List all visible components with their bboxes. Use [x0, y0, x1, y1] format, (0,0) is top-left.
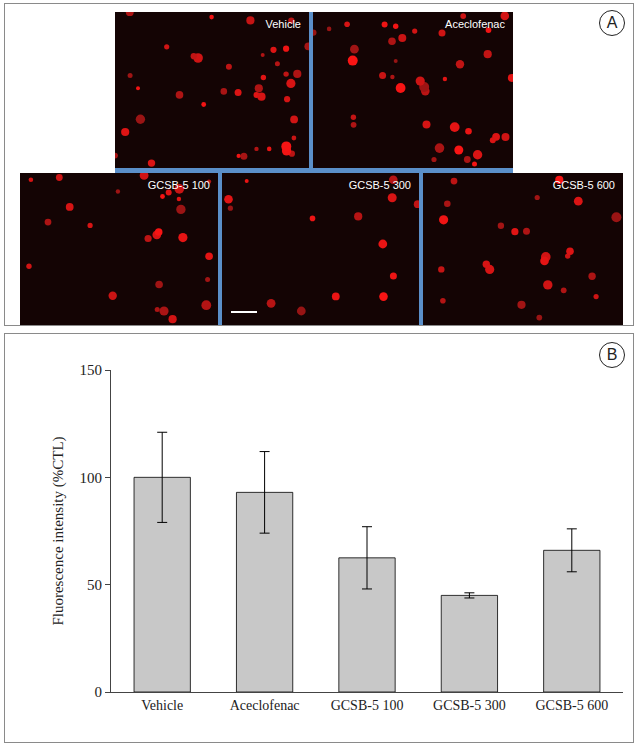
- html-text:GCSB-5 300: GCSB-5 300: [348, 179, 411, 191]
- svg-text:Aceclofenac: Aceclofenac: [230, 698, 300, 713]
- svg-text:150: 150: [80, 362, 103, 378]
- html-text:Vehicle: Vehicle: [265, 18, 301, 30]
- svg-text:GCSB-5 100: GCSB-5 100: [331, 698, 404, 713]
- svg-text:100: 100: [80, 470, 103, 486]
- html-text:GCSB-5 600: GCSB-5 600: [552, 179, 615, 191]
- svg-text:Fluorescence intensity (%CTL): Fluorescence intensity (%CTL): [50, 436, 67, 625]
- svg-text:GCSB-5 600: GCSB-5 600: [535, 698, 608, 713]
- html-text:GCSB-5 100: GCSB-5 100: [147, 179, 210, 191]
- html-text:Aceclofenac: Aceclofenac: [445, 18, 505, 30]
- svg-text:GCSB-5 300: GCSB-5 300: [433, 698, 506, 713]
- html-text:B: B: [606, 346, 618, 363]
- svg-text:50: 50: [87, 577, 102, 593]
- svg-text:Vehicle: Vehicle: [141, 698, 183, 713]
- svg-text:0: 0: [95, 684, 103, 700]
- html-text:A: A: [606, 14, 618, 31]
